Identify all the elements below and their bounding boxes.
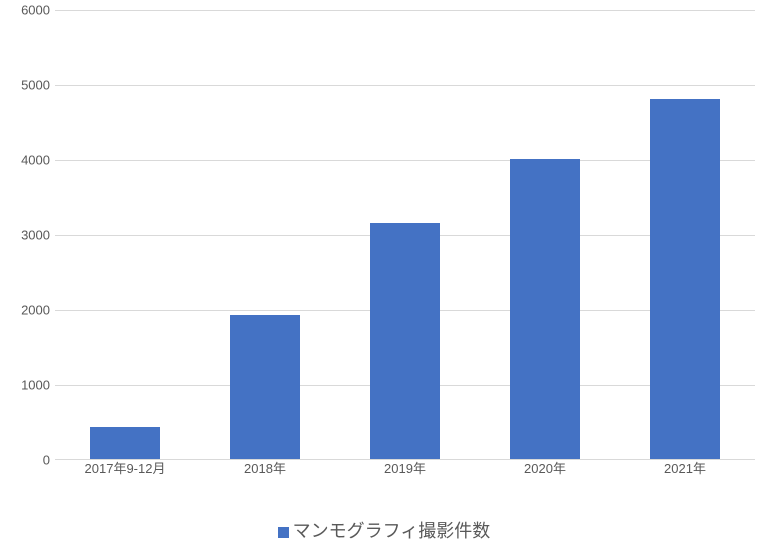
x-axis-tick-label: 2018年 xyxy=(244,458,286,477)
gridline xyxy=(55,85,755,86)
x-axis-tick-label: 2021年 xyxy=(664,458,706,477)
legend-swatch xyxy=(278,527,289,538)
y-axis-tick-label: 3000 xyxy=(6,228,50,243)
y-axis-tick-label: 5000 xyxy=(6,78,50,93)
plot-area xyxy=(55,10,755,460)
y-axis-tick-label: 1000 xyxy=(6,378,50,393)
x-axis-tick-label: 2017年9-12月 xyxy=(85,458,166,477)
x-axis-tick-label: 2020年 xyxy=(524,458,566,477)
legend: マンモグラフィ撮影件数 xyxy=(0,517,768,543)
bar xyxy=(370,223,440,459)
bar xyxy=(90,427,160,459)
y-axis-tick-label: 6000 xyxy=(6,3,50,18)
y-axis-tick-label: 4000 xyxy=(6,153,50,168)
bar xyxy=(650,99,720,459)
gridline xyxy=(55,10,755,11)
legend-label: マンモグラフィ撮影件数 xyxy=(293,521,491,541)
x-axis-tick-label: 2019年 xyxy=(384,458,426,477)
bar xyxy=(510,159,580,459)
y-axis-tick-label: 0 xyxy=(6,453,50,468)
bar-chart xyxy=(55,10,755,490)
bar xyxy=(230,315,300,459)
y-axis-tick-label: 2000 xyxy=(6,303,50,318)
